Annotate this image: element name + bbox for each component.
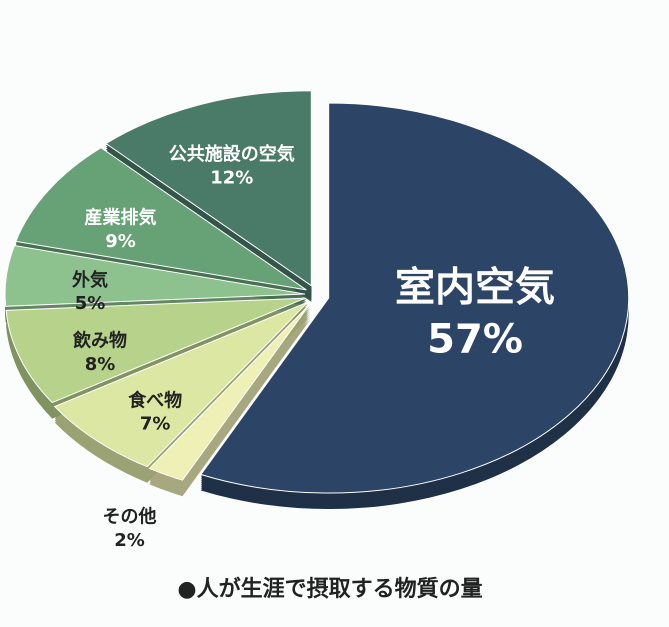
slice-label: 公共施設の空気	[169, 143, 295, 165]
value-label: 57%	[427, 316, 523, 362]
value-label: 5%	[75, 293, 106, 314]
value-label: 8%	[85, 354, 116, 375]
value-label: 7%	[140, 414, 171, 435]
slice	[4, 245, 306, 307]
slice-label: 産業排気	[84, 206, 156, 228]
value-label: 12%	[210, 168, 253, 189]
slice-label: 食べ物	[127, 389, 182, 411]
chart-title: ●人が生涯で摂取する物質の量	[177, 576, 482, 602]
slice-label: 飲み物	[72, 329, 127, 351]
slice-label: 室内空気	[395, 264, 555, 310]
slice	[105, 90, 312, 287]
value-label: 9%	[105, 231, 136, 252]
slice-label: 外気	[72, 269, 108, 291]
slice	[200, 102, 630, 494]
value-label: 2%	[114, 530, 145, 551]
slice	[5, 297, 306, 404]
slice	[148, 303, 311, 481]
slice	[53, 301, 309, 468]
slice-label: その他	[103, 505, 157, 527]
slice	[15, 147, 307, 291]
